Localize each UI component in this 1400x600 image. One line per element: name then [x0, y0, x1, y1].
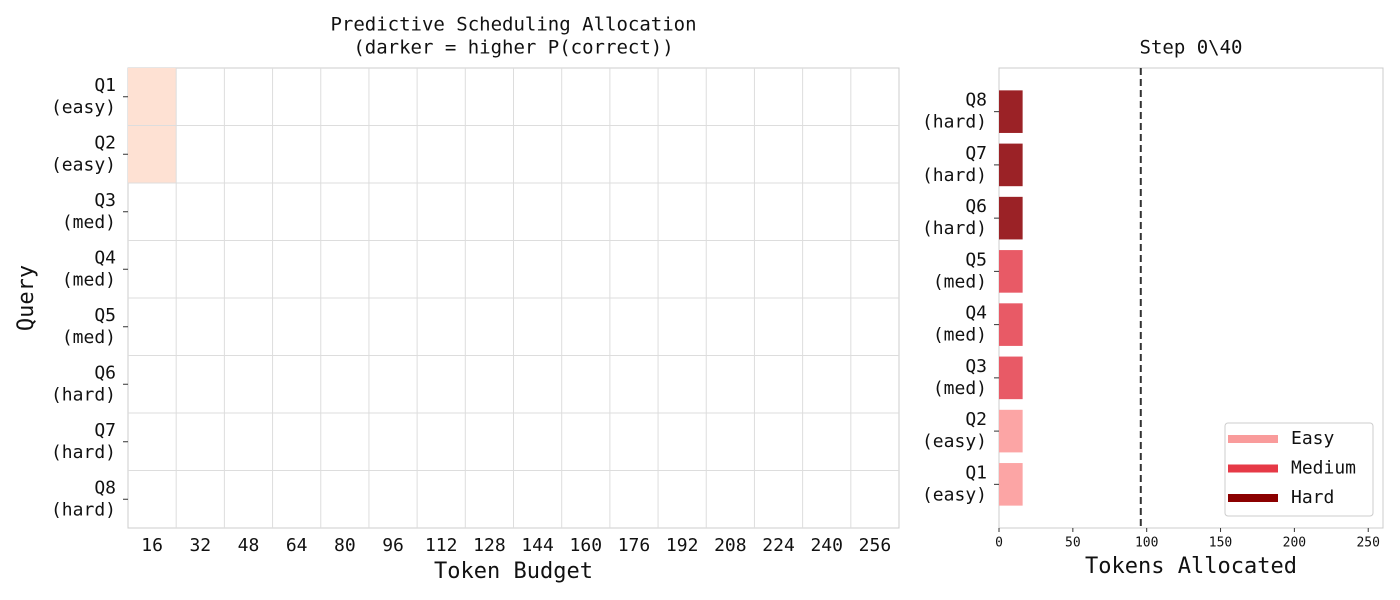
x-tick-label: 64	[286, 535, 308, 556]
x-tick-label: 150	[1209, 536, 1232, 551]
chart-title: Step 0\40	[1140, 37, 1243, 59]
legend-box	[1224, 422, 1374, 517]
y-tick-label: Q5	[965, 249, 987, 270]
y-tick-label: Q7	[94, 420, 116, 441]
y-tick-label: (med)	[933, 271, 987, 292]
y-tick-label: (med)	[933, 325, 987, 346]
y-tick-label: Q1	[965, 462, 987, 483]
x-tick-label: 0	[995, 536, 1003, 551]
x-tick-label: 100	[1135, 536, 1158, 551]
x-tick-label: 176	[618, 535, 651, 556]
x-tick-label: 112	[425, 535, 458, 556]
legend-label: Easy	[1291, 428, 1335, 449]
y-tick-label: (easy)	[922, 431, 987, 452]
y-tick-label: Q5	[94, 305, 116, 326]
x-tick-label: 50	[1065, 536, 1081, 551]
bar	[999, 90, 1023, 133]
y-tick-label: (easy)	[51, 97, 116, 118]
y-tick-label: (easy)	[51, 154, 116, 175]
bar	[999, 463, 1023, 506]
heat-cell	[128, 125, 177, 183]
y-tick-label: (hard)	[922, 165, 987, 186]
y-tick-label: Q8	[965, 90, 987, 111]
y-tick-label: (med)	[933, 378, 987, 399]
x-tick-label: 32	[189, 535, 211, 556]
bar	[999, 143, 1023, 187]
y-tick-label: (easy)	[922, 484, 987, 505]
bar	[999, 250, 1023, 293]
heat-cell	[128, 68, 177, 126]
y-tick-label: (hard)	[922, 218, 987, 239]
x-tick-label: 96	[382, 535, 404, 556]
y-tick-label: (hard)	[51, 499, 116, 520]
x-axis-label: Token Budget	[434, 559, 593, 584]
legend-label: Medium	[1291, 458, 1356, 479]
y-tick-label: Q2	[965, 409, 987, 430]
x-axis-label: Tokens Allocated	[1085, 554, 1297, 579]
x-tick-label: 200	[1283, 536, 1306, 551]
y-tick-label: Q2	[94, 132, 116, 153]
y-tick-label: (hard)	[51, 442, 116, 463]
x-tick-label: 128	[473, 535, 506, 556]
y-tick-label: Q4	[94, 247, 116, 268]
y-axis-label: Query	[14, 265, 39, 331]
x-tick-label: 240	[810, 535, 843, 556]
x-tick-label: 80	[334, 535, 356, 556]
y-tick-label: (med)	[62, 212, 116, 233]
x-tick-label: 208	[714, 535, 747, 556]
x-tick-label: 250	[1356, 536, 1379, 551]
x-tick-label: 48	[238, 535, 260, 556]
y-tick-label: Q8	[94, 477, 116, 498]
y-tick-label: Q4	[965, 303, 987, 324]
y-tick-label: Q1	[94, 75, 116, 96]
bar	[999, 303, 1023, 346]
y-tick-label: Q6	[965, 196, 987, 217]
y-tick-label: Q7	[965, 143, 987, 164]
y-tick-label: (hard)	[51, 384, 116, 405]
x-tick-label: 192	[666, 535, 699, 556]
y-tick-label: (med)	[62, 269, 116, 290]
chart-title: Predictive Scheduling Allocation	[330, 14, 696, 36]
y-tick-label: Q3	[94, 190, 116, 211]
x-tick-label: 160	[570, 535, 603, 556]
bar	[999, 196, 1023, 240]
bar	[999, 409, 1023, 453]
legend-label: Hard	[1291, 487, 1334, 508]
x-tick-label: 16	[141, 535, 163, 556]
x-tick-label: 144	[521, 535, 554, 556]
x-tick-label: 256	[859, 535, 892, 556]
y-tick-label: (hard)	[922, 112, 987, 133]
chart-subtitle: (darker = higher P(correct))	[353, 37, 673, 59]
bar	[999, 356, 1023, 400]
y-tick-label: Q3	[965, 356, 987, 377]
x-tick-label: 224	[762, 535, 795, 556]
y-tick-label: Q6	[94, 362, 116, 383]
y-tick-label: (med)	[62, 327, 116, 348]
